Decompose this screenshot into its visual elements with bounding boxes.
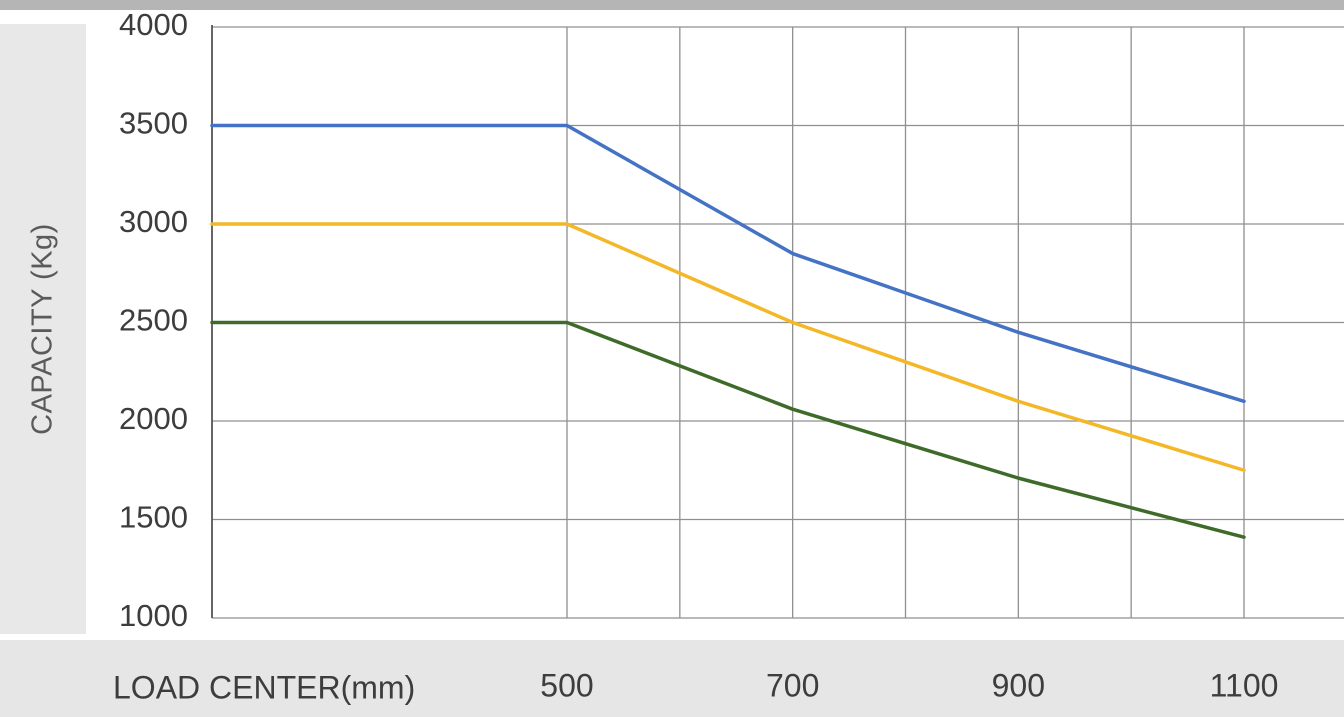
- top-bar: [0, 0, 1344, 10]
- y-tick-label: 3000: [119, 204, 188, 239]
- xlabel-band: [0, 640, 1344, 717]
- x-tick-label: 900: [992, 667, 1045, 703]
- y-tick-label: 3500: [119, 106, 188, 141]
- y-axis-label: CAPACITY (Kg): [26, 223, 59, 435]
- x-tick-label: 1100: [1210, 667, 1279, 703]
- y-tick-label: 1500: [119, 500, 188, 535]
- x-axis-label: LOAD CENTER(mm): [113, 669, 416, 706]
- y-tick-label: 2500: [119, 303, 188, 338]
- series-line-2: [210, 222, 1246, 472]
- x-tick-labels: 500 700 900 1100: [540, 667, 1278, 703]
- series-line-1: [210, 123, 1246, 404]
- y-tick-label: 1000: [119, 598, 188, 633]
- series-lines: [210, 123, 1246, 539]
- ylabel-panel: [0, 24, 86, 634]
- x-tick-label: 700: [766, 667, 819, 703]
- series-line-3: [210, 320, 1246, 539]
- y-tick-label: 4000: [119, 7, 188, 42]
- y-tick-label: 2000: [119, 401, 188, 436]
- x-tick-label: 500: [540, 667, 593, 703]
- y-tick-labels: 1000 1500 2000 2500 3000 3500 4000: [119, 7, 188, 633]
